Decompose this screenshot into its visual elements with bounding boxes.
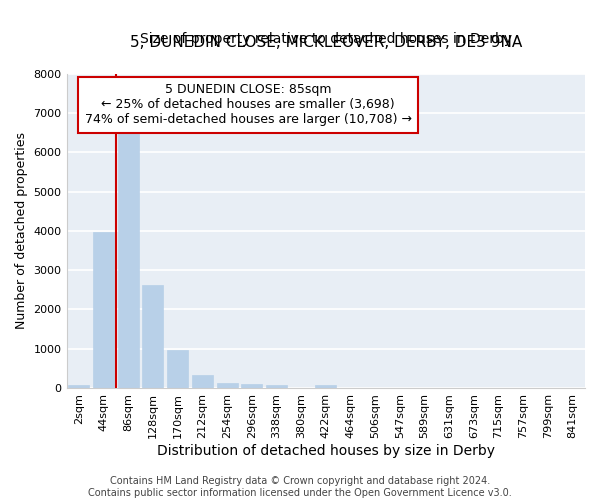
Bar — [118, 129, 139, 388]
X-axis label: Distribution of detached houses by size in Derby: Distribution of detached houses by size … — [157, 444, 495, 458]
Text: 5, DUNEDIN CLOSE, MICKLEOVER, DERBY, DE3 9NA: 5, DUNEDIN CLOSE, MICKLEOVER, DERBY, DE3… — [130, 36, 522, 51]
Text: Contains HM Land Registry data © Crown copyright and database right 2024.
Contai: Contains HM Land Registry data © Crown c… — [88, 476, 512, 498]
Bar — [167, 350, 188, 388]
Bar — [266, 385, 287, 388]
Bar — [241, 384, 262, 388]
Bar — [217, 383, 238, 388]
Bar — [142, 285, 163, 388]
Bar — [93, 232, 114, 388]
Text: 5 DUNEDIN CLOSE: 85sqm
← 25% of detached houses are smaller (3,698)
74% of semi-: 5 DUNEDIN CLOSE: 85sqm ← 25% of detached… — [85, 84, 412, 126]
Bar — [315, 385, 336, 388]
Bar — [192, 375, 213, 388]
Y-axis label: Number of detached properties: Number of detached properties — [15, 132, 28, 330]
Bar — [68, 385, 89, 388]
Title: Size of property relative to detached houses in Derby: Size of property relative to detached ho… — [140, 32, 512, 46]
